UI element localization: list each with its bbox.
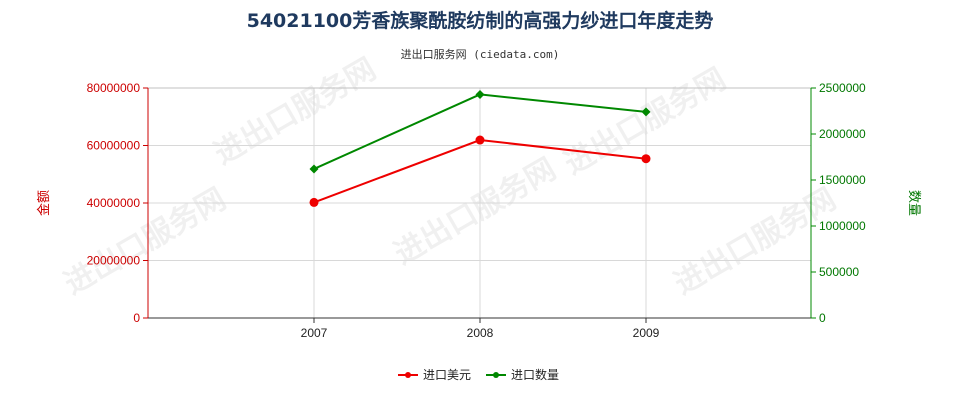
series-layer	[309, 89, 651, 207]
chart-subtitle: 进出口服务网 (ciedata.com)	[401, 47, 560, 61]
legend-marker-import-usd	[405, 372, 411, 378]
right-tick-label: 0	[819, 311, 826, 325]
left-tick-label: 0	[133, 311, 140, 325]
x-tick-label: 2008	[467, 326, 494, 340]
left-axis-ticks: 0 20000000 40000000 60000000 80000000	[87, 81, 148, 325]
watermark-text: 进出口服务网	[559, 62, 732, 182]
legend-label-import-qty: 进口数量	[511, 367, 559, 382]
watermark-text: 进出口服务网	[669, 182, 842, 302]
data-point-import-qty	[309, 164, 319, 174]
data-point-import-usd	[475, 135, 485, 145]
left-tick-label: 40000000	[87, 196, 141, 210]
watermark-text: 进出口服务网	[389, 152, 562, 272]
x-axis-ticks: 2007 2008 2009	[301, 318, 660, 340]
x-tick-label: 2007	[301, 326, 328, 340]
data-point-import-usd	[641, 154, 651, 164]
left-tick-label: 20000000	[87, 254, 141, 268]
chart-title: 54021100芳香族聚酰胺纺制的高强力纱进口年度走势	[247, 9, 714, 32]
right-tick-label: 1500000	[819, 173, 866, 187]
left-axis-label: 金额	[36, 190, 52, 216]
data-point-import-qty	[641, 107, 651, 117]
x-tick-label: 2009	[633, 326, 660, 340]
legend-marker-import-qty	[493, 372, 499, 378]
right-tick-label: 500000	[819, 265, 859, 279]
right-tick-label: 1000000	[819, 219, 866, 233]
legend-label-import-usd: 进口美元	[423, 368, 471, 382]
left-tick-label: 80000000	[87, 81, 141, 95]
data-point-import-qty	[475, 89, 485, 99]
watermark-text: 进出口服务网	[59, 182, 232, 302]
legend: 进口美元 进口数量	[398, 367, 559, 382]
right-tick-label: 2000000	[819, 127, 866, 141]
right-axis-label: 数量	[906, 190, 921, 216]
data-point-import-usd	[309, 197, 319, 207]
right-tick-label: 2500000	[819, 81, 866, 95]
watermark-text: 进出口服务网	[209, 52, 382, 172]
right-axis-ticks: 0 500000 1000000 1500000 2000000 2500000	[811, 81, 866, 325]
left-tick-label: 60000000	[87, 139, 141, 153]
